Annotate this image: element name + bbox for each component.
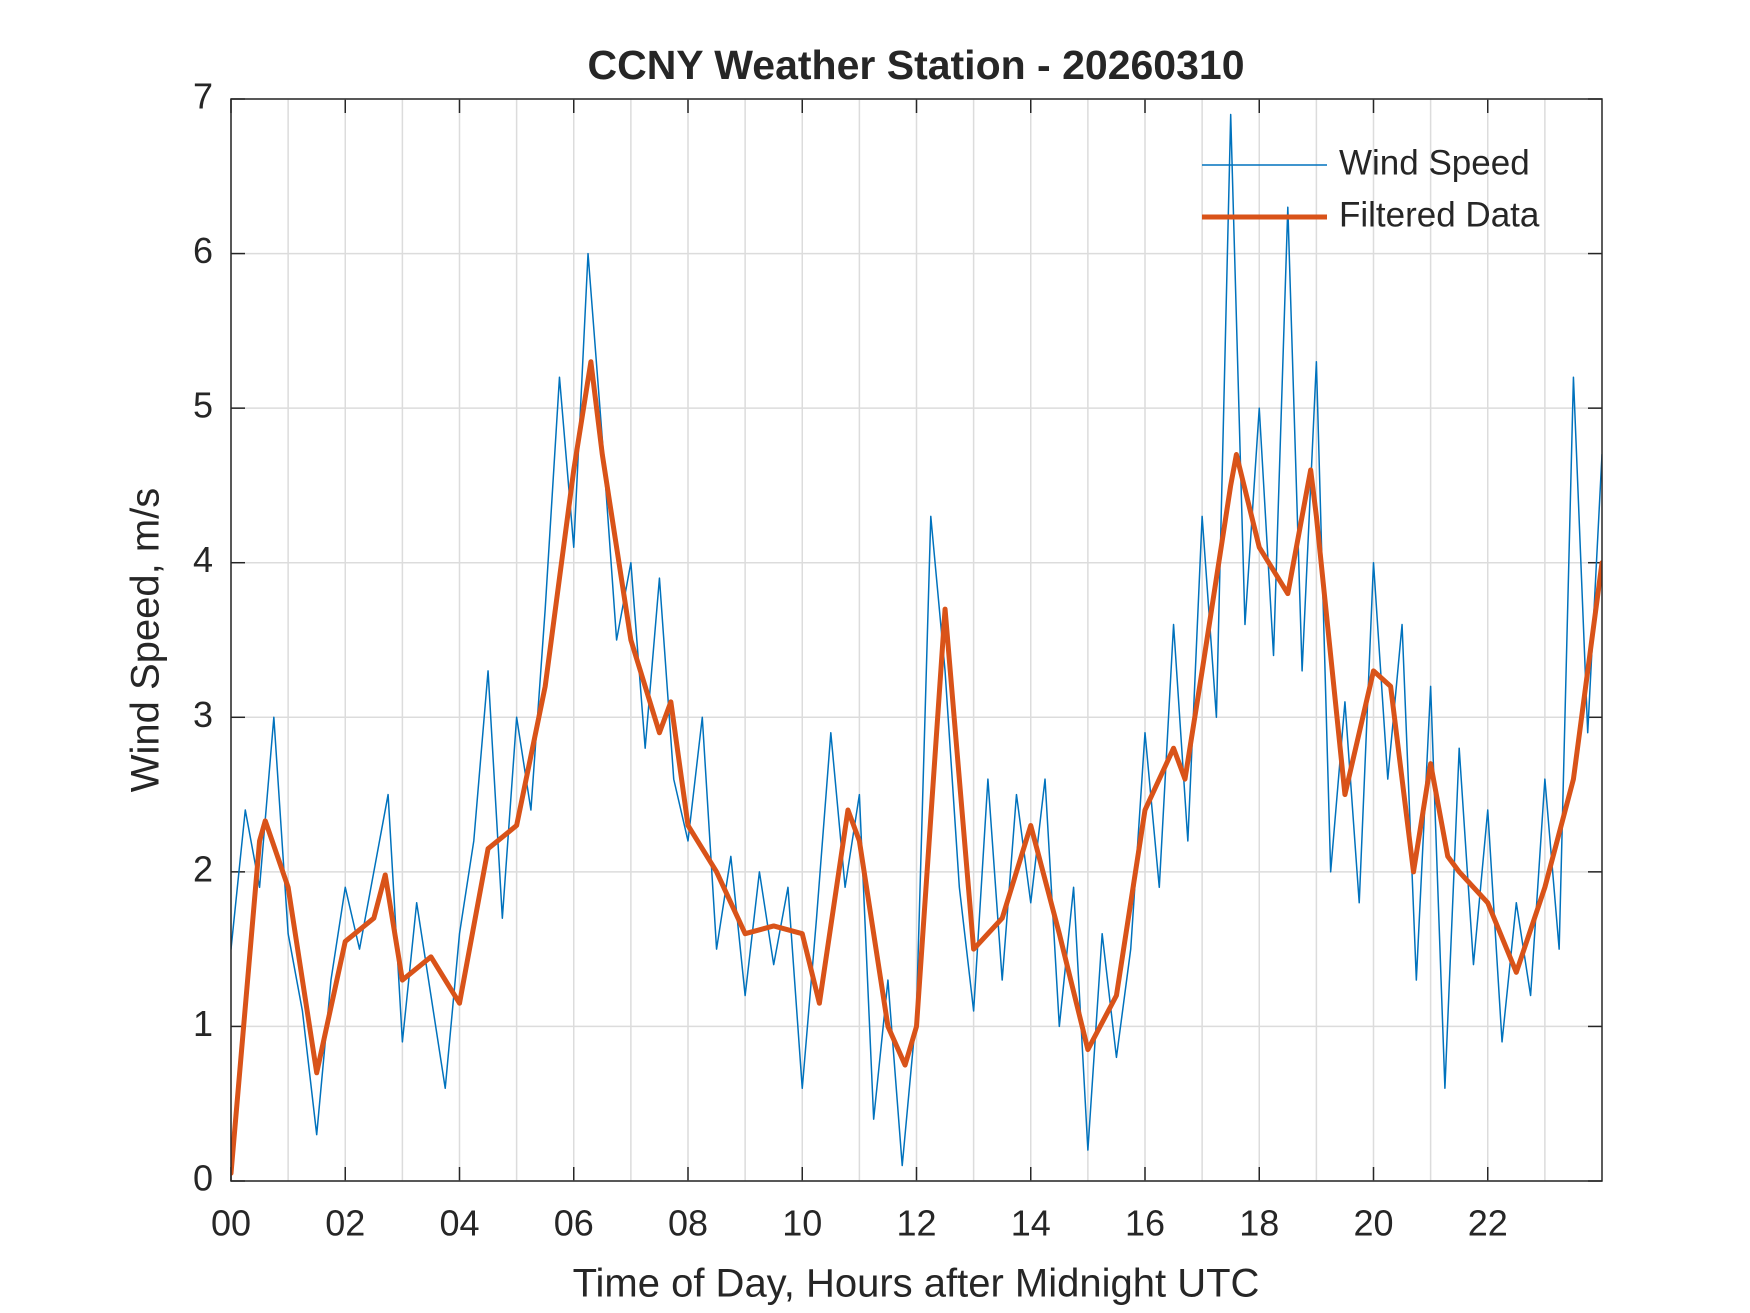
x-axis-label: Time of Day, Hours after Midnight UTC xyxy=(573,1262,1260,1306)
legend-label: Filtered Data xyxy=(1339,195,1540,234)
x-tick-label: 10 xyxy=(782,1203,822,1244)
y-tick-label: 0 xyxy=(193,1158,213,1199)
y-tick-label: 2 xyxy=(193,848,213,889)
y-axis-label: Wind Speed, m/s xyxy=(124,488,168,793)
x-tick-label: 16 xyxy=(1125,1203,1165,1244)
y-tick-label: 4 xyxy=(193,539,213,580)
x-tick-label: 04 xyxy=(439,1203,479,1244)
x-tick-label: 02 xyxy=(325,1203,365,1244)
y-tick-label: 6 xyxy=(193,230,213,271)
y-tick-label: 1 xyxy=(193,1003,213,1044)
series-line xyxy=(231,359,1602,1176)
y-tick-label: 3 xyxy=(193,694,213,735)
x-tick-label: 00 xyxy=(211,1203,251,1244)
x-tick-label: 18 xyxy=(1239,1203,1279,1244)
x-tick-label: 14 xyxy=(1011,1203,1051,1244)
x-tick-label: 06 xyxy=(554,1203,594,1244)
y-tick-label: 5 xyxy=(193,385,213,426)
y-tick-label: 7 xyxy=(193,76,213,117)
x-tick-label: 20 xyxy=(1353,1203,1393,1244)
legend-label: Wind Speed xyxy=(1339,143,1530,182)
plot-frame xyxy=(230,98,1603,1182)
x-tick-label: 22 xyxy=(1468,1203,1508,1244)
chart-title: CCNY Weather Station - 20260310 xyxy=(587,42,1244,88)
x-tick-label: 08 xyxy=(668,1203,708,1244)
x-tick-label: 12 xyxy=(896,1203,936,1244)
